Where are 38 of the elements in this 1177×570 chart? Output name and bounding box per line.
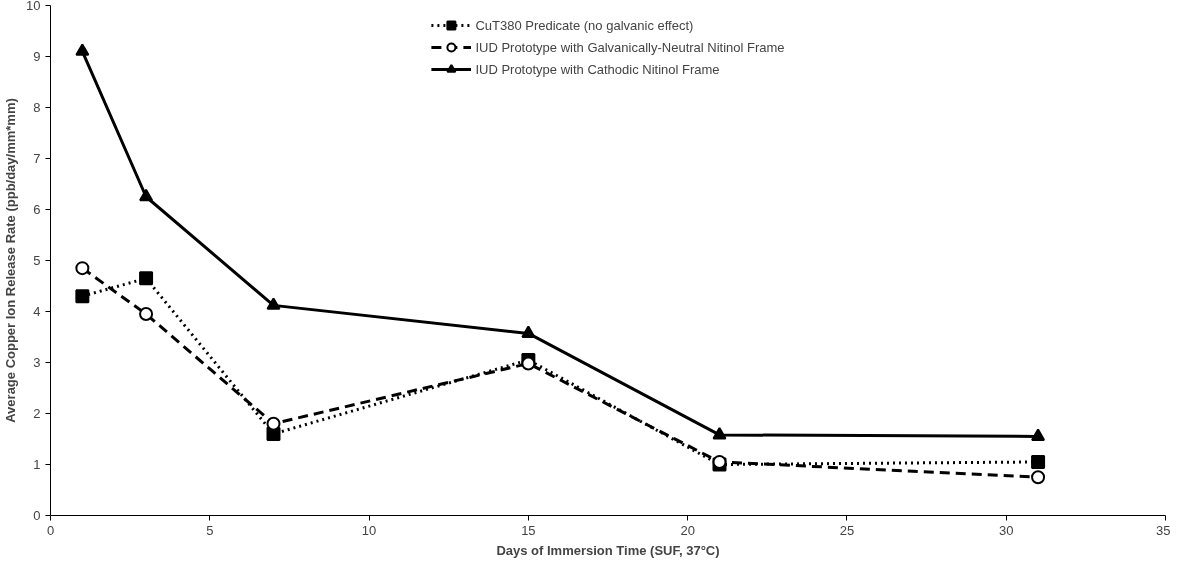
x-tick-label: 20 [680, 522, 695, 538]
y-tick-label: 4 [33, 304, 41, 319]
point [139, 271, 154, 286]
point [75, 289, 90, 304]
y-tick-label: 10 [26, 0, 41, 13]
x-tick-label: 25 [839, 522, 855, 538]
point [75, 261, 90, 276]
y-tick-label: 8 [33, 100, 41, 115]
y-tick-label: 3 [33, 355, 41, 370]
point [1031, 428, 1046, 441]
point [712, 426, 727, 440]
point [75, 43, 90, 56]
y-tick-label: 9 [33, 49, 41, 64]
x-tick-label: 10 [361, 522, 377, 538]
point [1031, 454, 1046, 469]
legend-label: IUD Prototype with Galvanically-Neutral Nitinol Frame [475, 39, 785, 55]
x-tick-label: 15 [521, 522, 536, 538]
legend-label: IUD Prototype with Cathodic Nitinol Frame [475, 61, 720, 77]
y-tick-label: 5 [33, 253, 41, 268]
x-tick-label: 30 [998, 522, 1014, 538]
point [139, 188, 154, 202]
y-axis-title: Average Copper Ion Release Rate (ppb/day/mm*mm) [3, 98, 19, 423]
point [521, 356, 536, 371]
x-axis-title: Days of Immersion Time (SUF, 37°C) [496, 542, 720, 558]
point [139, 307, 154, 322]
x-tick-label: 35 [1156, 522, 1171, 538]
legend-label: CuT380 Predicate (no galvanic effect) [475, 17, 694, 33]
y-tick-label: 2 [33, 406, 41, 421]
y-tick-label: 0 [33, 508, 41, 523]
x-tick-label: 0 [46, 522, 55, 538]
y-tick-label: 6 [33, 202, 41, 217]
y-tick-label: 1 [33, 457, 41, 472]
point [1031, 470, 1046, 485]
y-tick-label: 7 [33, 151, 41, 166]
point [266, 416, 281, 431]
point [266, 297, 281, 310]
point [521, 325, 536, 338]
x-tick-label: 5 [206, 522, 214, 538]
